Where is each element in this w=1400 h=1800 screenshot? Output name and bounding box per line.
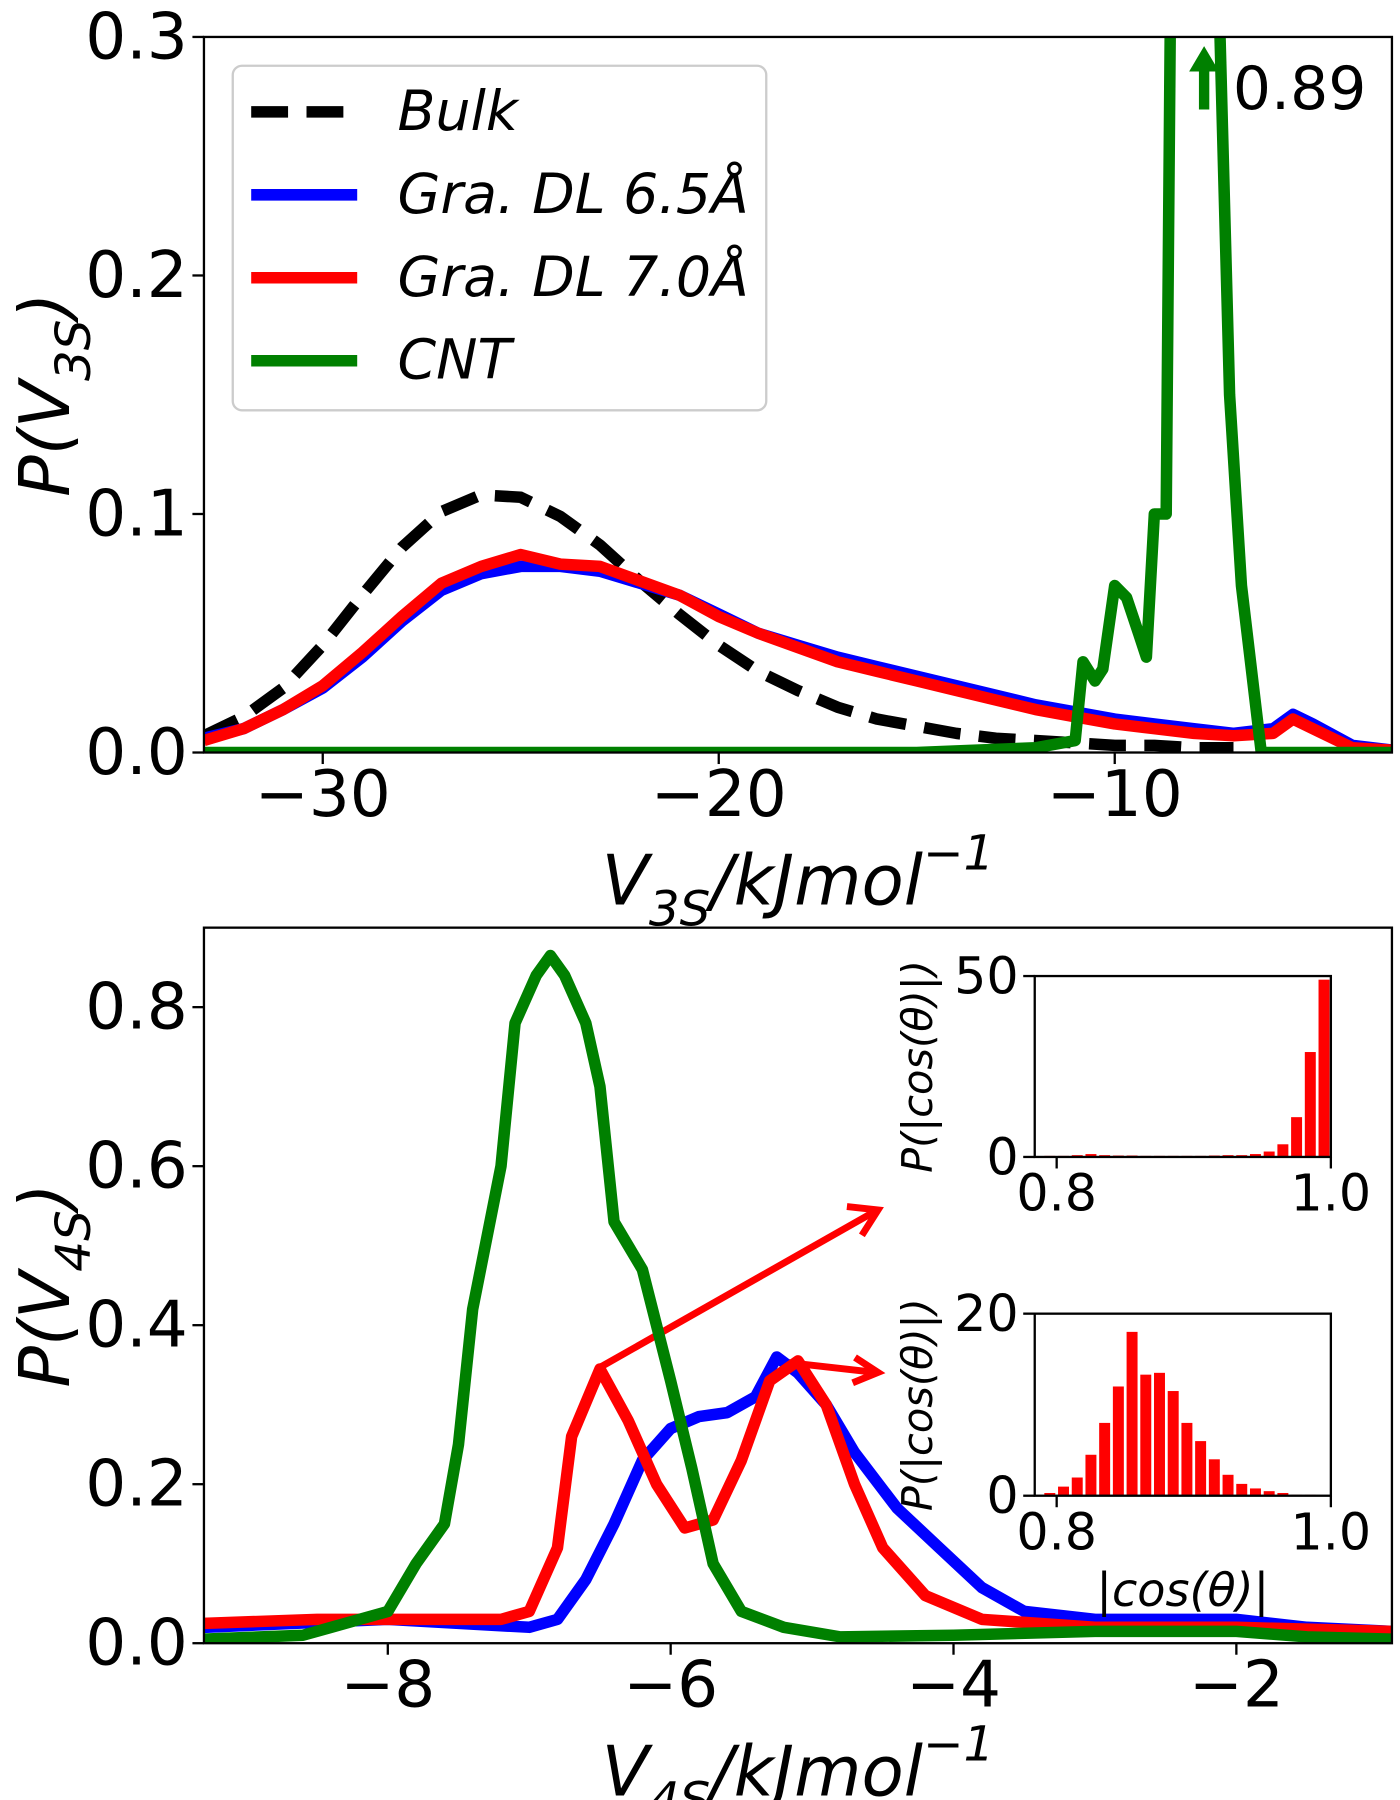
line <box>203 949 1392 1644</box>
x-tick-label: −8 <box>340 1648 435 1723</box>
inset-arrows <box>597 1203 886 1386</box>
x-axis-label-part: −1 <box>923 1716 994 1772</box>
bar <box>1263 1151 1275 1157</box>
bar <box>1071 1477 1083 1496</box>
y-axis-label: P(|cos(θ)|) <box>893 1298 942 1511</box>
bar <box>1085 1454 1097 1496</box>
bar <box>1140 1374 1152 1496</box>
annotation: 0.89 <box>1233 54 1366 124</box>
y-axis-label: P(V4S) <box>6 1183 102 1387</box>
y-axis-label: P(V3S) <box>6 293 102 497</box>
y-tick-label: 0 <box>986 1466 1018 1525</box>
y-tick-label: 0.0 <box>85 715 188 790</box>
bar <box>1291 1117 1303 1157</box>
x-axis-label-part: /kJmol <box>704 842 923 922</box>
x-axis-label-part: V <box>602 842 654 922</box>
bar <box>1208 1459 1220 1496</box>
x-tick-label: −10 <box>1047 757 1183 832</box>
y-axis-label-part: 4S <box>46 1210 102 1272</box>
bar <box>1126 1331 1138 1496</box>
annotation-arrow-head <box>1189 46 1220 72</box>
legend-label: CNT <box>398 329 516 393</box>
y-tick-label: 0.3 <box>85 0 188 74</box>
y-axis-label-part: ) <box>6 293 86 325</box>
legend-label: Gra. DL 7.0Å <box>398 244 749 310</box>
arrow-head <box>851 1354 886 1386</box>
axes-frame <box>1033 974 1333 1159</box>
line <box>203 548 1392 753</box>
y-axis-label-part: P(V <box>6 376 86 497</box>
x-tick-label: −20 <box>651 757 787 832</box>
x-axis-label: V4S/kJmol−1 <box>602 1716 995 1800</box>
bar <box>1318 979 1330 1157</box>
legend-box <box>231 64 768 412</box>
x-tick-label: −4 <box>906 1648 1001 1723</box>
y-tick-label: 20 <box>954 1284 1019 1343</box>
arrow <box>597 1209 876 1371</box>
bar <box>1304 1052 1316 1157</box>
y-tick-label: 0.1 <box>85 476 188 551</box>
bar <box>1167 1391 1179 1496</box>
x-tick-label: 0.8 <box>1016 1502 1097 1561</box>
bar <box>1249 1154 1261 1157</box>
y-tick-label: 0.2 <box>85 238 188 313</box>
x-tick-label: −2 <box>1189 1648 1284 1723</box>
y-axis-label: P(|cos(θ)|) <box>893 960 942 1173</box>
y-tick-label: 0 <box>986 1127 1018 1186</box>
bar <box>1112 1386 1124 1496</box>
x-axis-label-part: /kJmol <box>704 1732 923 1800</box>
bar <box>1181 1422 1193 1496</box>
x-axis-label-part: V <box>602 1732 654 1800</box>
y-tick-label: 0.8 <box>85 970 188 1045</box>
axes-frame <box>202 926 1394 1645</box>
bar <box>1044 1492 1056 1496</box>
series-group <box>203 36 1392 753</box>
y-axis-label-part: 3S <box>46 319 102 380</box>
axes-frame <box>202 35 1394 754</box>
x-axis-label: |cos(θ)| <box>1096 1563 1269 1618</box>
bar <box>1222 1474 1234 1496</box>
axes-frame <box>1033 1312 1333 1497</box>
bar <box>1236 1483 1248 1496</box>
x-axis-label-part: |cos(θ)| <box>1096 1563 1269 1618</box>
bar <box>1099 1422 1111 1496</box>
x-tick-label: 1.0 <box>1291 1164 1372 1223</box>
y-axis-label-part: P(|cos(θ)|) <box>893 960 942 1173</box>
y-axis-label-part: P(|cos(θ)|) <box>893 1298 942 1511</box>
x-tick-label: 0.8 <box>1016 1164 1097 1223</box>
bar <box>1277 1144 1289 1157</box>
bar <box>1195 1441 1207 1496</box>
bar <box>1154 1372 1165 1496</box>
arrow-head <box>846 1203 884 1238</box>
x-tick-label: 1.0 <box>1291 1502 1372 1561</box>
y-axis-label-part: ) <box>6 1183 86 1215</box>
x-tick-label: −6 <box>623 1648 718 1723</box>
bar <box>1277 1492 1289 1496</box>
y-tick-label: 0.2 <box>85 1447 188 1522</box>
y-tick-label: 0.6 <box>85 1129 188 1204</box>
line <box>203 1355 1392 1638</box>
y-tick-label: 0.0 <box>85 1606 188 1681</box>
y-axis-label-part: P(V <box>6 1267 86 1388</box>
bar <box>1058 1486 1070 1496</box>
line <box>203 36 1392 753</box>
x-axis-label-part: −1 <box>923 826 994 882</box>
legend-label: Gra. DL 6.5Å <box>398 161 749 227</box>
bar <box>1085 1154 1097 1157</box>
x-tick-label: −30 <box>255 757 391 832</box>
series-group <box>203 949 1392 1644</box>
bar <box>1249 1488 1261 1496</box>
legend-label: Bulk <box>398 80 520 144</box>
x-axis-label-part: 3S <box>649 882 711 938</box>
line <box>203 1351 1392 1638</box>
bar <box>1263 1491 1275 1496</box>
y-tick-label: 0.4 <box>85 1288 188 1363</box>
line <box>203 560 1392 753</box>
x-axis-label: V3S/kJmol−1 <box>602 826 995 938</box>
y-tick-label: 50 <box>954 947 1019 1006</box>
x-axis-label-part: 4S <box>649 1772 711 1800</box>
